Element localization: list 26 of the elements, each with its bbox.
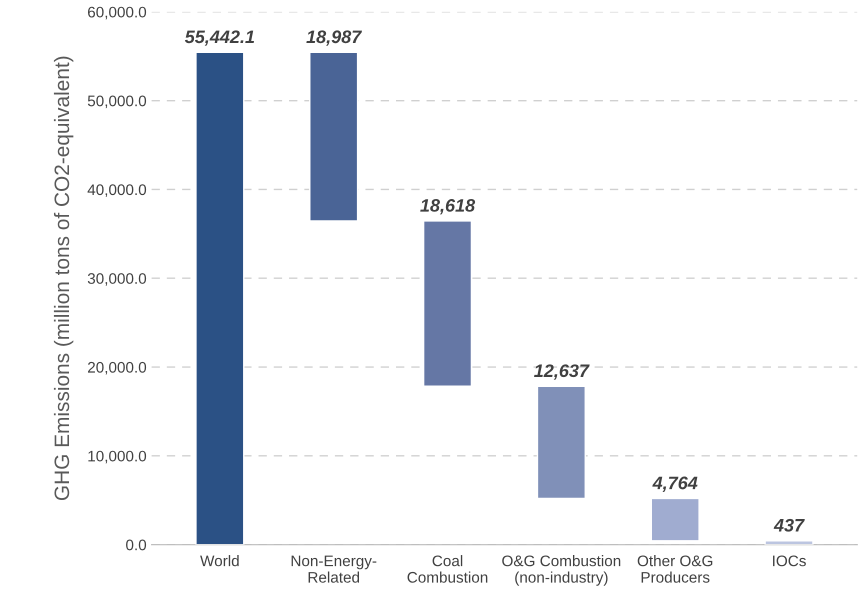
- data-label: 18,987: [306, 30, 362, 46]
- bar: [309, 52, 358, 222]
- data-label: 4,764: [652, 476, 698, 492]
- bar: [195, 52, 244, 545]
- data-label: 12,637: [534, 364, 590, 380]
- y-tick-label: 50,000.0: [88, 96, 146, 108]
- x-tick-label: Non-Energy- Related: [292, 556, 376, 583]
- y-tick-label: 60,000.0: [88, 6, 146, 20]
- bar: [764, 540, 814, 545]
- data-label: 55,442.1: [184, 30, 254, 46]
- bar: [422, 220, 472, 387]
- x-tick-label: IOCs: [773, 555, 806, 566]
- y-tick-label: 20,000.0: [88, 362, 146, 375]
- data-label: 437: [774, 518, 805, 532]
- y-axis-title: GHG Emissions (million tons of CO2-equivalent): [54, 56, 74, 500]
- y-tick-label: 30,000.0: [88, 273, 146, 286]
- y-tick-label: 10,000.0: [88, 450, 146, 464]
- x-tick-label: Other O&G Producers: [638, 555, 712, 583]
- x-tick-label: World: [200, 555, 239, 566]
- bar: [650, 498, 700, 542]
- x-tick-label: Coal Combustion: [408, 555, 488, 583]
- bar: [536, 386, 586, 500]
- y-tick-label: 40,000.0: [88, 184, 146, 197]
- x-tick-label: O&G Combustion (non-industry): [502, 555, 620, 586]
- data-label: 18,618: [420, 199, 476, 214]
- y-tick-label: 0.0: [126, 540, 146, 550]
